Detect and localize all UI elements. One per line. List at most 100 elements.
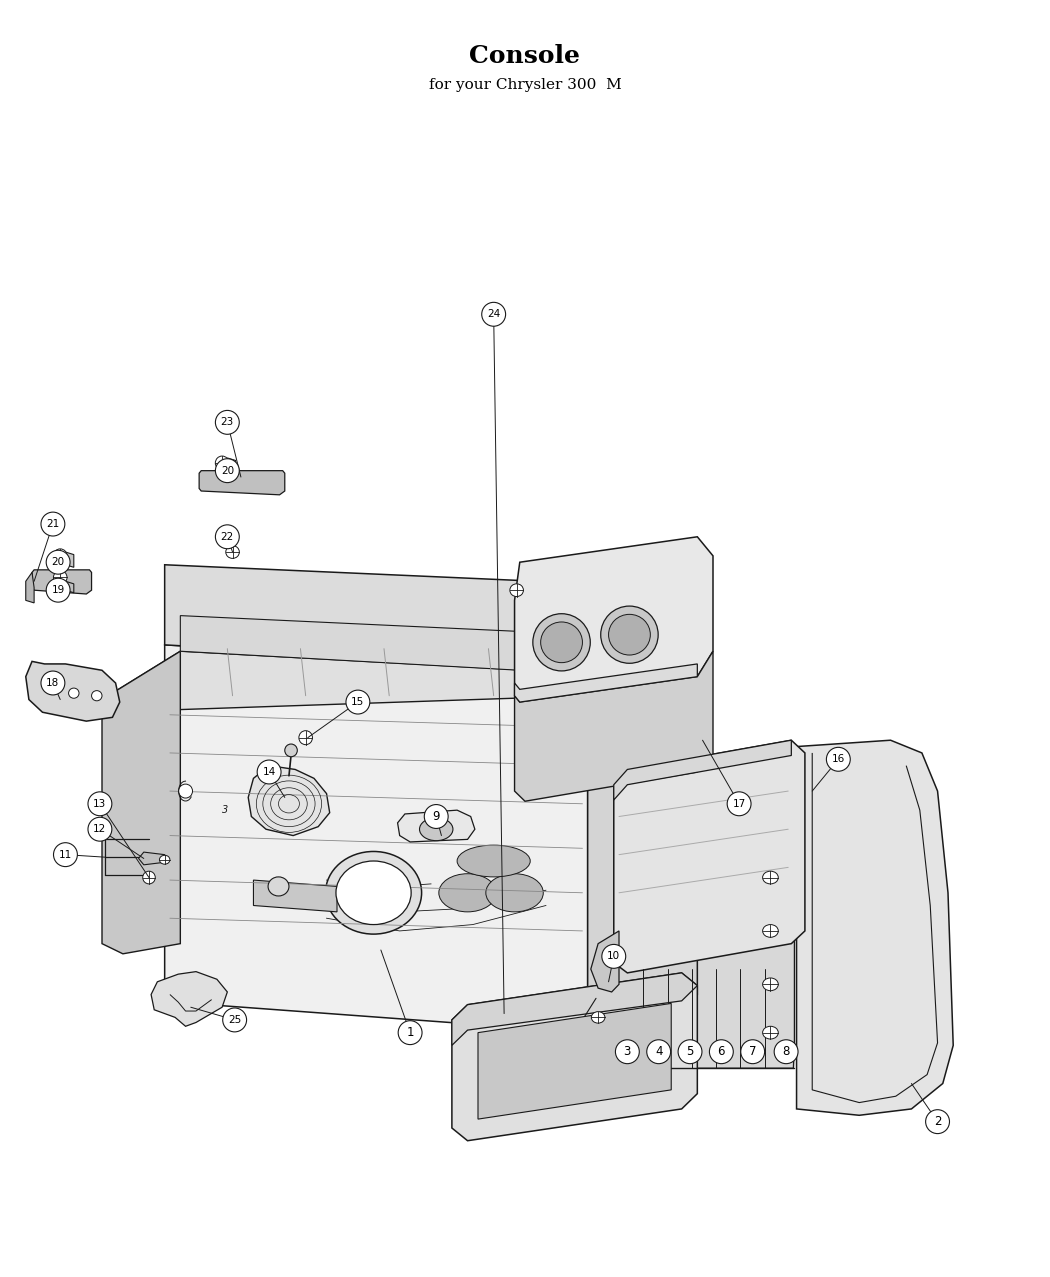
Polygon shape	[151, 972, 228, 1027]
Text: 8: 8	[782, 1045, 790, 1059]
Ellipse shape	[510, 584, 524, 596]
Polygon shape	[797, 741, 953, 1115]
Text: 1: 1	[406, 1027, 414, 1039]
Ellipse shape	[762, 1027, 778, 1039]
Circle shape	[647, 1039, 671, 1064]
Ellipse shape	[268, 877, 289, 896]
Ellipse shape	[762, 871, 778, 884]
Circle shape	[602, 945, 626, 968]
Text: 13: 13	[93, 799, 106, 808]
Circle shape	[710, 1039, 733, 1064]
Ellipse shape	[54, 571, 67, 585]
Text: 14: 14	[262, 767, 276, 776]
Circle shape	[398, 1020, 422, 1045]
Circle shape	[215, 525, 239, 549]
Circle shape	[424, 805, 448, 829]
Ellipse shape	[299, 730, 313, 744]
Circle shape	[728, 792, 751, 816]
Circle shape	[41, 670, 65, 695]
Text: 3: 3	[624, 1045, 631, 1059]
Polygon shape	[65, 552, 74, 567]
Ellipse shape	[762, 978, 778, 991]
Circle shape	[774, 1039, 798, 1064]
Text: 24: 24	[487, 309, 500, 319]
Polygon shape	[452, 973, 697, 1140]
Text: 18: 18	[46, 678, 60, 688]
Ellipse shape	[486, 873, 543, 912]
Circle shape	[615, 1039, 639, 1064]
Text: 19: 19	[51, 585, 65, 595]
Ellipse shape	[336, 861, 412, 925]
Circle shape	[345, 690, 370, 714]
Polygon shape	[588, 626, 697, 1033]
Polygon shape	[614, 741, 792, 799]
Polygon shape	[253, 880, 337, 912]
Text: 11: 11	[59, 849, 72, 859]
Polygon shape	[514, 664, 697, 702]
Polygon shape	[478, 1004, 671, 1119]
Text: for your Chrysler 300  M: for your Chrysler 300 M	[428, 78, 622, 92]
Text: 20: 20	[51, 557, 65, 567]
Polygon shape	[200, 471, 285, 494]
Ellipse shape	[762, 925, 778, 937]
Polygon shape	[181, 616, 671, 674]
Circle shape	[257, 760, 281, 784]
Ellipse shape	[143, 871, 155, 884]
Polygon shape	[165, 645, 588, 1033]
Text: 25: 25	[228, 1015, 242, 1025]
Circle shape	[826, 747, 850, 771]
Circle shape	[46, 578, 70, 603]
Ellipse shape	[326, 852, 422, 933]
Polygon shape	[452, 973, 697, 1046]
Polygon shape	[26, 661, 120, 722]
Circle shape	[926, 1110, 949, 1134]
Text: 10: 10	[607, 951, 621, 962]
Text: 17: 17	[733, 799, 746, 808]
Circle shape	[41, 512, 65, 536]
Ellipse shape	[420, 817, 453, 840]
Polygon shape	[26, 572, 34, 603]
Text: 21: 21	[46, 518, 60, 529]
Polygon shape	[620, 816, 795, 1069]
Text: 6: 6	[717, 1045, 726, 1059]
Ellipse shape	[91, 691, 102, 701]
Circle shape	[88, 792, 112, 816]
Circle shape	[740, 1039, 764, 1064]
Polygon shape	[102, 651, 598, 713]
Ellipse shape	[47, 684, 58, 695]
Polygon shape	[614, 741, 805, 973]
Ellipse shape	[54, 549, 67, 563]
Ellipse shape	[215, 456, 229, 470]
Polygon shape	[248, 766, 330, 835]
Polygon shape	[228, 458, 235, 474]
Polygon shape	[107, 709, 624, 950]
Circle shape	[178, 784, 192, 798]
Ellipse shape	[591, 1011, 605, 1023]
Text: 12: 12	[93, 824, 106, 834]
Ellipse shape	[160, 856, 170, 865]
Text: 20: 20	[220, 466, 234, 475]
Polygon shape	[102, 651, 181, 954]
Polygon shape	[398, 810, 475, 842]
Ellipse shape	[541, 622, 583, 663]
Text: Console: Console	[469, 45, 581, 68]
Text: 15: 15	[352, 697, 364, 707]
Circle shape	[678, 1039, 702, 1064]
Circle shape	[215, 458, 239, 483]
Text: 16: 16	[832, 755, 845, 765]
Polygon shape	[514, 536, 713, 702]
Polygon shape	[591, 931, 620, 992]
Text: 9: 9	[433, 810, 440, 822]
Circle shape	[215, 410, 239, 434]
Ellipse shape	[439, 873, 497, 912]
Circle shape	[223, 1008, 247, 1032]
Polygon shape	[65, 581, 74, 593]
Ellipse shape	[285, 744, 297, 757]
Polygon shape	[32, 570, 91, 594]
Circle shape	[46, 550, 70, 575]
Ellipse shape	[68, 688, 79, 699]
Polygon shape	[514, 651, 713, 801]
Text: 2: 2	[933, 1115, 941, 1128]
Circle shape	[88, 817, 112, 842]
Text: 7: 7	[749, 1045, 756, 1059]
